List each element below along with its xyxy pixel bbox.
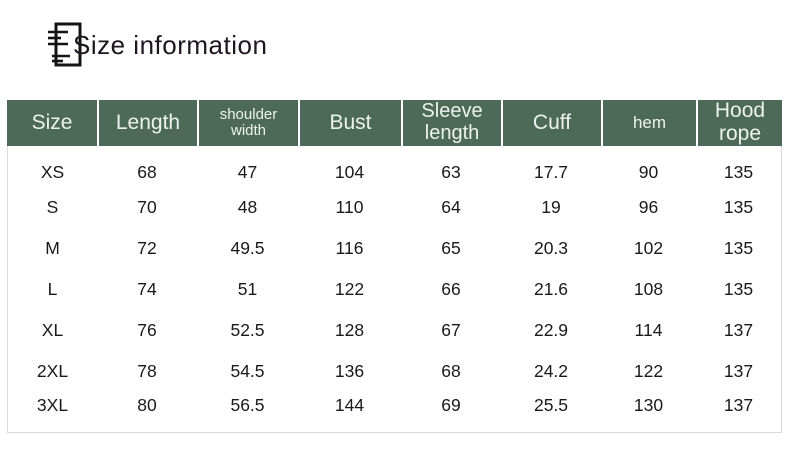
table-cell: 2XL bbox=[7, 351, 97, 392]
table-cell: 70 bbox=[97, 187, 197, 228]
table-cell: 104 bbox=[298, 146, 401, 187]
table-cell: 135 bbox=[696, 146, 782, 187]
column-header-sleeve-length: Sleeve length bbox=[401, 100, 501, 146]
table-cell: XL bbox=[7, 310, 97, 351]
table-cell: 63 bbox=[401, 146, 501, 187]
column-header-size: Size bbox=[7, 100, 97, 146]
table-cell: 128 bbox=[298, 310, 401, 351]
table-cell: 17.7 bbox=[501, 146, 601, 187]
table-row: L 74 51 122 66 21.6 108 135 bbox=[7, 269, 782, 310]
column-header-length: Length bbox=[97, 100, 197, 146]
table-cell: M bbox=[7, 228, 97, 269]
table-cell: 20.3 bbox=[501, 228, 601, 269]
table-cell: 122 bbox=[298, 269, 401, 310]
table-cell: 48 bbox=[197, 187, 298, 228]
column-header-bust: Bust bbox=[298, 100, 401, 146]
table-cell: 3XL bbox=[7, 392, 97, 433]
table-cell: 52.5 bbox=[197, 310, 298, 351]
table-cell: L bbox=[7, 269, 97, 310]
table-row: M 72 49.5 116 65 20.3 102 135 bbox=[7, 228, 782, 269]
table-cell: 137 bbox=[696, 351, 782, 392]
table-row: 2XL 78 54.5 136 68 24.2 122 137 bbox=[7, 351, 782, 392]
table-cell: 56.5 bbox=[197, 392, 298, 433]
table-cell: 25.5 bbox=[501, 392, 601, 433]
document-lines-icon bbox=[48, 22, 82, 67]
column-header-hem: hem bbox=[601, 100, 696, 146]
page-title: Size information bbox=[73, 29, 268, 60]
column-header-shoulder-width: shoulder width bbox=[197, 100, 298, 146]
column-header-cuff: Cuff bbox=[501, 100, 601, 146]
table-header-row: Size Length shoulder width Bust Sleeve lengt… bbox=[7, 99, 782, 146]
table-cell: 24.2 bbox=[501, 351, 601, 392]
table-row: XL 76 52.5 128 67 22.9 114 137 bbox=[7, 310, 782, 351]
table-cell: 54.5 bbox=[197, 351, 298, 392]
table-cell: 136 bbox=[298, 351, 401, 392]
table-cell: 135 bbox=[696, 269, 782, 310]
table-cell: 74 bbox=[97, 269, 197, 310]
table-cell: 47 bbox=[197, 146, 298, 187]
table-cell: 68 bbox=[401, 351, 501, 392]
table-cell: 116 bbox=[298, 228, 401, 269]
table-cell: 144 bbox=[298, 392, 401, 433]
table-cell: XS bbox=[7, 146, 97, 187]
table-cell: 108 bbox=[601, 269, 696, 310]
table-cell: 19 bbox=[501, 187, 601, 228]
table-row: S 70 48 110 64 19 96 135 bbox=[7, 187, 782, 228]
title-bar: Size information bbox=[48, 22, 267, 68]
table-cell: 137 bbox=[696, 392, 782, 433]
table-cell: 114 bbox=[601, 310, 696, 351]
size-table: Size Length shoulder width Bust Sleeve lengt… bbox=[7, 99, 782, 433]
table-cell: 49.5 bbox=[197, 228, 298, 269]
table-cell: 66 bbox=[401, 269, 501, 310]
table-cell: S bbox=[7, 187, 97, 228]
size-table-wrap: Size Length shoulder width Bust Sleeve lengt… bbox=[7, 99, 782, 433]
table-cell: 65 bbox=[401, 228, 501, 269]
table-cell: 69 bbox=[401, 392, 501, 433]
table-row: XS 68 47 104 63 17.7 90 135 bbox=[7, 146, 782, 187]
table-cell: 137 bbox=[696, 310, 782, 351]
table-cell: 78 bbox=[97, 351, 197, 392]
table-cell: 135 bbox=[696, 187, 782, 228]
table-cell: 68 bbox=[97, 146, 197, 187]
table-cell: 130 bbox=[601, 392, 696, 433]
table-cell: 90 bbox=[601, 146, 696, 187]
table-cell: 96 bbox=[601, 187, 696, 228]
table-cell: 102 bbox=[601, 228, 696, 269]
table-cell: 80 bbox=[97, 392, 197, 433]
table-row: 3XL 80 56.5 144 69 25.5 130 137 bbox=[7, 392, 782, 433]
table-cell: 64 bbox=[401, 187, 501, 228]
column-header-hood-rope: Hood rope bbox=[696, 99, 782, 146]
table-cell: 51 bbox=[197, 269, 298, 310]
table-cell: 122 bbox=[601, 351, 696, 392]
table-cell: 21.6 bbox=[501, 269, 601, 310]
table-cell: 76 bbox=[97, 310, 197, 351]
table-header: Size Length shoulder width Bust Sleeve lengt… bbox=[7, 99, 782, 146]
table-cell: 22.9 bbox=[501, 310, 601, 351]
table-cell: 110 bbox=[298, 187, 401, 228]
table-cell: 67 bbox=[401, 310, 501, 351]
table-cell: 72 bbox=[97, 228, 197, 269]
table-body: XS 68 47 104 63 17.7 90 135 S 70 48 110 64 19 96 135 M 72… bbox=[7, 146, 782, 433]
table-cell: 135 bbox=[696, 228, 782, 269]
